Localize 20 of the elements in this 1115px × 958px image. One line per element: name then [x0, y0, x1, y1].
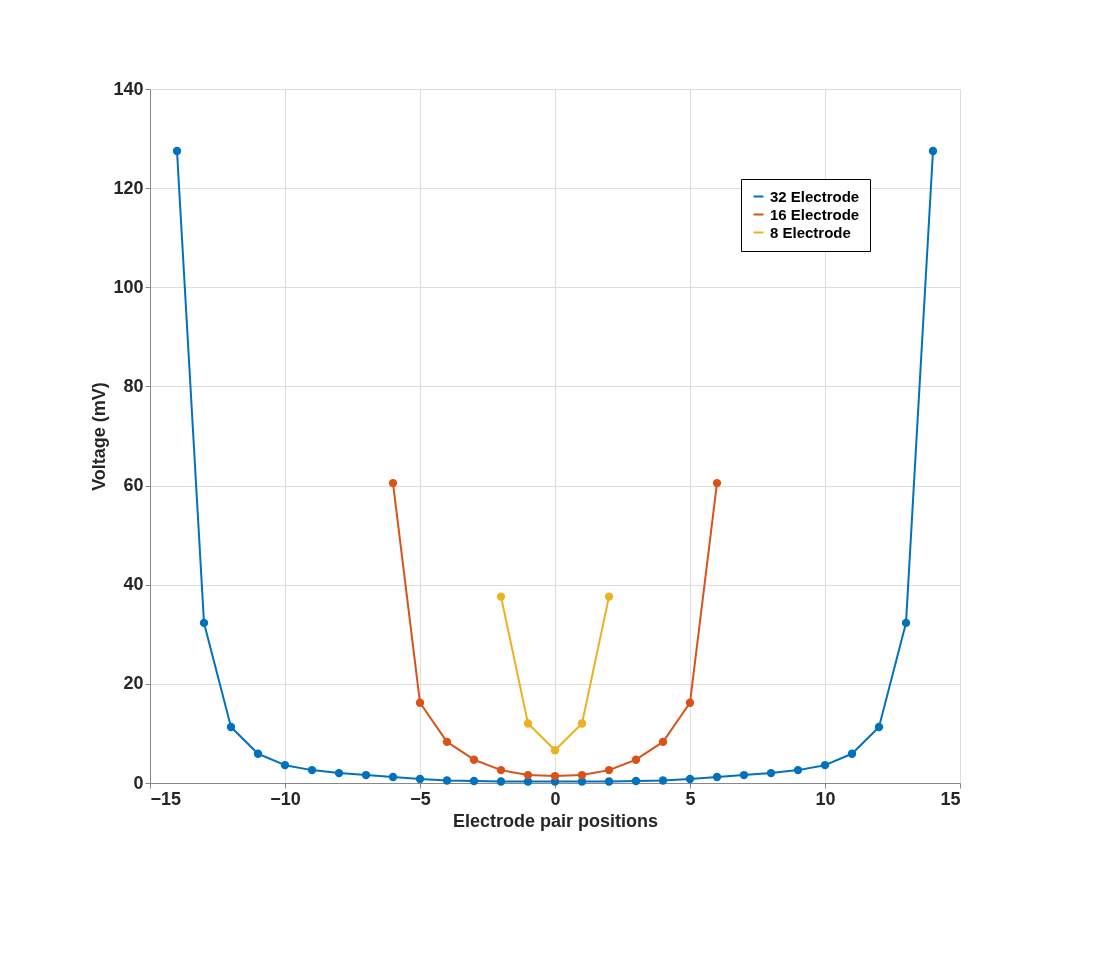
y-axis-title: Voltage (mV): [89, 382, 110, 491]
x-tick-label: 10: [815, 788, 836, 809]
y-tick-label: 120: [113, 177, 144, 198]
y-tick-label: 0: [133, 772, 144, 793]
y-tick-label: 140: [113, 78, 144, 99]
y-tick-label: 60: [123, 475, 144, 496]
x-tick-label: 0: [550, 788, 561, 809]
x-tick-label: 15: [940, 788, 961, 809]
legend-label: 8 Electrode: [770, 223, 851, 241]
legend-label: 16 Electrode: [770, 205, 860, 223]
legend-label: 32 Electrode: [770, 187, 860, 205]
y-tick-label: 20: [123, 673, 144, 694]
x-tick-label: −5: [410, 788, 431, 809]
x-tick-label: −15: [150, 788, 182, 809]
y-tick-label: 80: [123, 375, 144, 396]
y-tick-label: 40: [123, 574, 144, 595]
y-tick-label: 100: [113, 276, 144, 297]
x-tick-label: 5: [685, 788, 696, 809]
x-tick-label: −10: [270, 788, 301, 809]
x-axis-title: Electrode pair positions: [452, 810, 659, 831]
